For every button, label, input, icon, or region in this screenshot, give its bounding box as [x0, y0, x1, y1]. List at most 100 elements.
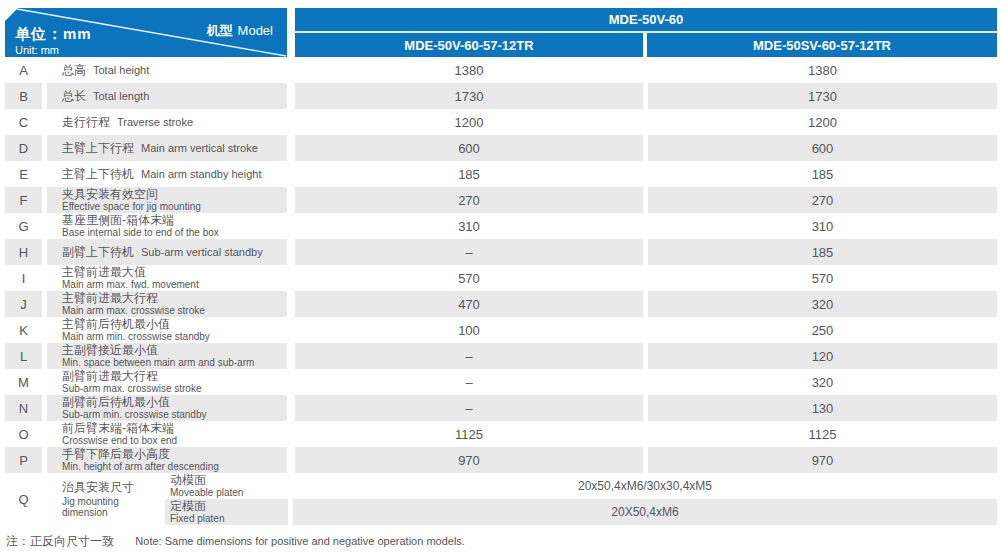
value-model-2: 1125 [648, 421, 997, 447]
row-label-en: Main arm max. crosswise stroke [62, 305, 205, 316]
value-model-1: – [295, 343, 643, 369]
row-label-en: Main arm standby height [141, 168, 261, 180]
row-label-en: Main arm max. fwd. movement [62, 279, 199, 290]
row-description-text: 夹具安装有效空间 Effective space for jig mountin… [47, 188, 201, 212]
unit-label-en: Unit: mm [15, 44, 59, 56]
spec-row: E 主臂上下待机 Main arm standby height 185 185 [5, 161, 997, 187]
row-label-en: Total height [93, 64, 149, 76]
value-model-2: 185 [648, 161, 997, 187]
row-label-cn: 副臂前后待机最小值 [62, 396, 207, 409]
row-letter: I [5, 265, 42, 291]
model-label-cn: 机型 [207, 23, 233, 38]
col-gap [287, 161, 295, 187]
row-label-en: Main arm min. crosswise standby [62, 331, 210, 342]
row-description: 走行行程 Traverse stroke [47, 109, 287, 135]
spec-row: I 主臂前进最大值 Main arm max. fwd. movement 57… [5, 265, 997, 291]
row-description: 基座里侧面-箱体末端 Base internal side to end of … [47, 213, 287, 239]
value-model-2: 970 [648, 447, 997, 473]
model-2-name: MDE-50SV-60-57-12TR [647, 33, 997, 57]
row-label-cn: 副臂前进最大行程 [62, 370, 201, 383]
row-label-en: Crosswise end to box end [62, 435, 177, 446]
spec-table-body: A 总高 Total height 1380 1380 B 总长 [5, 57, 997, 473]
row-description: 手臂下降后最小高度 Min. height of arm after desce… [47, 447, 287, 473]
moveable-platen-value: 20x50,4xM6/30x30,4xM5 [293, 473, 997, 499]
row-label-cn: 基座里侧面-箱体末端 [62, 214, 219, 227]
row-label-cn: 前后臂末端-箱体末端 [62, 422, 177, 435]
spec-row: M 副臂前进最大行程 Sub-arm max. crosswise stroke… [5, 369, 997, 395]
row-letter: K [5, 317, 42, 343]
row-label-en: Effective space for jig mounting [62, 201, 201, 212]
spec-row: B 总长 Total length 1730 1730 [5, 83, 997, 109]
row-description-text: 走行行程 Traverse stroke [47, 116, 193, 129]
row-description: 副臂上下待机 Sub-arm vertical standby [47, 239, 287, 265]
row-description-text: 主臂上下待机 Main arm standby height [47, 168, 261, 181]
spec-row: O 前后臂末端-箱体末端 Crosswise end to box end 11… [5, 421, 997, 447]
model-names-row: MDE-50V-60-57-12TR MDE-50SV-60-57-12TR [295, 33, 997, 57]
row-letter: A [5, 57, 42, 83]
row-letter: P [5, 447, 42, 473]
col-gap [287, 317, 295, 343]
spec-row: F 夹具安装有效空间 Effective space for jig mount… [5, 187, 997, 213]
col-gap [287, 239, 295, 265]
col-gap [287, 187, 295, 213]
moveable-platen-cn: 动模面 [170, 474, 288, 487]
header-gap [287, 8, 295, 57]
row-description: 主副臂接近最小值 Min. space between main arm and… [47, 343, 287, 369]
row-description: 前后臂末端-箱体末端 Crosswise end to box end [47, 421, 287, 447]
row-letter: C [5, 109, 42, 135]
value-model-1: 1200 [295, 109, 643, 135]
col-gap [287, 447, 295, 473]
row-letter: J [5, 291, 42, 317]
row-description-text: 主副臂接近最小值 Min. space between main arm and… [47, 344, 254, 368]
value-model-2: 270 [648, 187, 997, 213]
footnote-cn: 注：正反向尺寸一致 [6, 534, 114, 548]
row-description-text: 主臂前进最大值 Main arm max. fwd. movement [47, 266, 199, 290]
row-label-cn: 主臂前后待机最小值 [62, 318, 210, 331]
row-description-text: 主臂前进最大行程 Main arm max. crosswise stroke [47, 292, 205, 316]
spec-row: C 走行行程 Traverse stroke 1200 1200 [5, 109, 997, 135]
value-model-2: 570 [648, 265, 997, 291]
col-gap [287, 395, 295, 421]
row-label-cn: 主臂上下待机 [62, 168, 134, 181]
value-model-2: 320 [648, 291, 997, 317]
row-description-text: 副臂前后待机最小值 Sub-arm min. crosswise standby [47, 396, 207, 420]
value-model-1: 100 [295, 317, 643, 343]
row-letter: B [5, 83, 42, 109]
row-description-text: 总长 Total length [47, 90, 149, 103]
row-description: 总长 Total length [47, 83, 287, 109]
value-model-1: 1730 [295, 83, 643, 109]
spec-sheet: 单位：mm Unit: mm 机型 Model MDE-50V-60 MDE-50… [0, 0, 1000, 553]
value-model-1: 1380 [295, 57, 643, 83]
row-description-text: 前后臂末端-箱体末端 Crosswise end to box end [47, 422, 177, 446]
jig-label-en-2: dimension [62, 507, 160, 518]
value-model-1: 600 [295, 135, 643, 161]
value-model-1: 185 [295, 161, 643, 187]
row-description: 副臂前后待机最小值 Sub-arm min. crosswise standby [47, 395, 287, 421]
spec-row: G 基座里侧面-箱体末端 Base internal side to end o… [5, 213, 997, 239]
row-description: 主臂前进最大行程 Main arm max. crosswise stroke [47, 291, 287, 317]
value-model-2: 1730 [648, 83, 997, 109]
value-model-1: 570 [295, 265, 643, 291]
spec-row: A 总高 Total height 1380 1380 [5, 57, 997, 83]
jig-description: 治具安装尺寸 Jig mounting dimension [47, 473, 160, 525]
row-label-cn: 总长 [62, 90, 86, 103]
fixed-platen-en: Fixed platen [170, 513, 288, 524]
value-model-1: 310 [295, 213, 643, 239]
value-model-2: 185 [648, 239, 997, 265]
row-description-text: 主臂上下行程 Main arm vertical stroke [47, 142, 258, 155]
col-gap [287, 109, 295, 135]
value-model-2: 320 [648, 369, 997, 395]
footnote-en: Note: Same dimensions for positive and n… [135, 535, 465, 547]
series-name: MDE-50V-60 [295, 8, 997, 31]
unit-label-cn: 单位：mm [15, 25, 92, 44]
model-label-en: Model [238, 23, 273, 38]
col-gap [287, 213, 295, 239]
spec-row: P 手臂下降后最小高度 Min. height of arm after des… [5, 447, 997, 473]
row-label-cn: 总高 [62, 64, 86, 77]
value-model-2: 120 [648, 343, 997, 369]
row-description: 夹具安装有效空间 Effective space for jig mountin… [47, 187, 287, 213]
row-description-text: 主臂前后待机最小值 Main arm min. crosswise standb… [47, 318, 210, 342]
value-model-1: 1125 [295, 421, 643, 447]
row-letter: O [5, 421, 42, 447]
row-letter: N [5, 395, 42, 421]
